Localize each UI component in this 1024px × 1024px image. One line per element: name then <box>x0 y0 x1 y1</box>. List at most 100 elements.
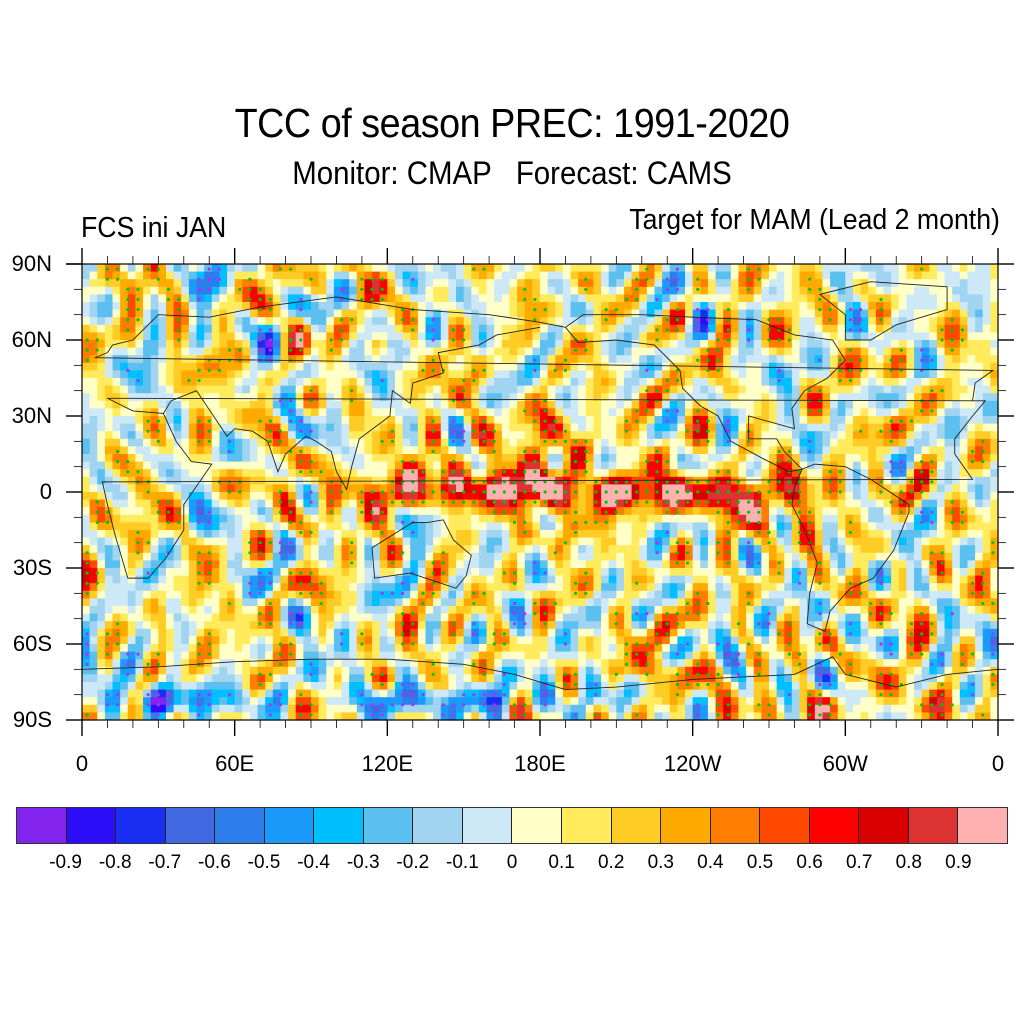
field-cell <box>188 461 198 470</box>
field-cell <box>456 393 465 402</box>
field-cell <box>272 362 282 371</box>
field-cell <box>181 438 190 447</box>
field-cell <box>570 492 579 501</box>
field-cell <box>753 309 762 318</box>
field-cell <box>669 362 678 371</box>
field-cell <box>135 271 144 280</box>
field-cell <box>82 461 91 470</box>
field-cell <box>303 514 312 523</box>
field-cell <box>494 568 503 577</box>
field-cell <box>929 279 938 288</box>
field-cell <box>181 385 190 394</box>
field-cell <box>387 484 396 493</box>
field-cell <box>303 317 312 326</box>
field-cell <box>402 431 411 440</box>
field-cell <box>517 286 526 295</box>
field-cell <box>967 416 976 425</box>
field-cell <box>265 393 274 402</box>
field-cell <box>593 416 602 425</box>
field-cell <box>616 514 625 523</box>
field-cell <box>517 378 526 387</box>
field-cell <box>540 393 549 402</box>
field-cell <box>791 317 801 326</box>
field-cell <box>97 286 106 295</box>
field-cell <box>501 423 511 432</box>
field-cell <box>234 461 243 470</box>
field-cell <box>219 522 228 531</box>
field-cell <box>593 302 602 311</box>
field-cell <box>845 446 854 455</box>
field-cell <box>578 461 587 470</box>
field-cell <box>165 537 175 546</box>
field-cell <box>914 271 923 280</box>
field-cell <box>356 499 366 508</box>
field-cell <box>349 309 358 318</box>
field-cell <box>234 416 243 425</box>
field-cell <box>372 507 381 516</box>
field-cell <box>692 317 701 326</box>
field-cell <box>791 492 801 501</box>
field-cell <box>402 279 411 288</box>
field-cell <box>860 347 869 356</box>
field-cell <box>456 545 465 554</box>
field-cell <box>692 469 701 478</box>
field-cell <box>135 438 144 447</box>
field-cell <box>570 393 579 402</box>
field-cell <box>608 499 617 508</box>
field-cell <box>295 461 304 470</box>
field-cell <box>417 416 427 425</box>
field-cell <box>738 294 747 303</box>
field-cell <box>601 438 610 447</box>
field-cell <box>524 514 533 523</box>
field-cell <box>540 385 549 394</box>
field-cell <box>494 355 503 364</box>
field-cell <box>982 431 991 440</box>
field-cell <box>272 279 282 288</box>
field-cell <box>135 279 144 288</box>
field-cell <box>486 537 495 546</box>
field-cell <box>486 499 495 508</box>
field-cell <box>875 324 885 333</box>
field-cell <box>601 302 610 311</box>
field-cell <box>959 492 969 501</box>
field-cell <box>669 370 678 379</box>
field-cell <box>242 408 251 417</box>
field-cell <box>440 507 449 516</box>
field-cell <box>738 286 747 295</box>
field-cell <box>776 271 785 280</box>
field-cell <box>104 264 114 273</box>
field-cell <box>349 423 358 432</box>
field-cell <box>242 317 251 326</box>
field-cell <box>746 378 755 387</box>
field-cell <box>799 537 808 546</box>
field-cell <box>265 499 274 508</box>
field-cell <box>158 568 167 577</box>
field-cell <box>272 324 282 333</box>
field-cell <box>852 492 862 501</box>
field-cell <box>669 416 678 425</box>
field-cell <box>158 279 167 288</box>
field-cell <box>982 340 991 349</box>
field-cell <box>440 385 449 394</box>
field-cell <box>883 400 892 409</box>
field-cell <box>707 560 717 569</box>
field-cell <box>82 484 91 493</box>
field-cell <box>944 271 953 280</box>
field-cell <box>517 347 526 356</box>
field-cell <box>112 568 121 577</box>
field-cell <box>433 507 442 516</box>
field-cell <box>608 309 617 318</box>
field-cell <box>372 271 381 280</box>
field-cell <box>784 552 793 561</box>
field-cell <box>127 575 137 584</box>
field-cell <box>410 370 419 379</box>
field-cell <box>311 499 320 508</box>
field-cell <box>471 400 480 409</box>
field-cell <box>883 476 892 485</box>
field-cell <box>364 545 373 554</box>
field-cell <box>799 294 808 303</box>
field-cell <box>188 286 198 295</box>
field-cell <box>517 408 526 417</box>
field-cell <box>852 446 862 455</box>
field-cell <box>249 568 259 577</box>
